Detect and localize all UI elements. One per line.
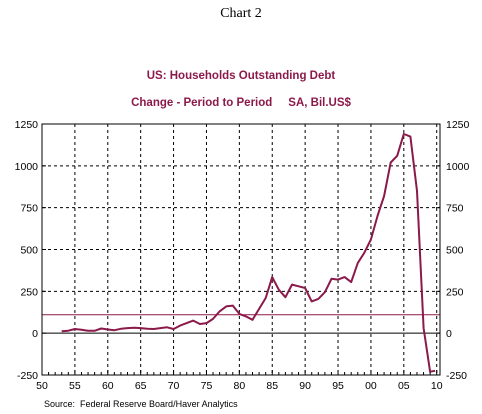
y-tick-label-left: 1250 bbox=[15, 119, 39, 131]
y-tick-label-left: 0 bbox=[32, 328, 38, 340]
y-tick-label-left: 500 bbox=[20, 245, 38, 257]
x-tick-label: 00 bbox=[365, 380, 377, 392]
y-tick-label-right: 500 bbox=[446, 245, 464, 257]
y-tick-label-left: 1000 bbox=[15, 161, 39, 173]
y-tick-label-right: 1000 bbox=[446, 161, 470, 173]
chart-heading: Chart 2 bbox=[220, 6, 262, 21]
y-tick-label-right: -250 bbox=[446, 370, 467, 382]
y-tick-label-right: 250 bbox=[446, 286, 464, 298]
x-tick-label: 65 bbox=[135, 380, 147, 392]
x-tick-label: 95 bbox=[332, 380, 344, 392]
chart-subtitle: Change - Period to Period SA, Bil.US$ bbox=[131, 97, 351, 109]
y-tick-label-right: 0 bbox=[446, 328, 452, 340]
grid-lines bbox=[42, 124, 440, 375]
y-tick-label-left: 250 bbox=[20, 286, 38, 298]
x-tick-label: 50 bbox=[36, 380, 48, 392]
series-line bbox=[61, 133, 436, 373]
x-tick-label: 55 bbox=[69, 380, 81, 392]
x-tick-label: 90 bbox=[299, 380, 311, 392]
x-tick-label: 85 bbox=[266, 380, 278, 392]
x-tick-label: 05 bbox=[398, 380, 410, 392]
x-tick-label: 80 bbox=[234, 380, 246, 392]
y-tick-label-left: -250 bbox=[17, 370, 38, 382]
chart-title: US: Households Outstanding Debt bbox=[147, 70, 336, 82]
x-tick-label: 70 bbox=[168, 380, 180, 392]
x-tick-label: 75 bbox=[201, 380, 213, 392]
y-tick-label-left: 750 bbox=[20, 203, 38, 215]
x-tick-label: 60 bbox=[102, 380, 114, 392]
series-layer bbox=[61, 133, 436, 373]
x-tick-label: 10 bbox=[431, 380, 443, 392]
y-tick-label-right: 1250 bbox=[446, 119, 470, 131]
y-tick-label-right: 750 bbox=[446, 203, 464, 215]
chart-source: Source: Federal Reserve Board/Haver Anal… bbox=[44, 399, 238, 409]
reference-lines bbox=[42, 314, 440, 334]
